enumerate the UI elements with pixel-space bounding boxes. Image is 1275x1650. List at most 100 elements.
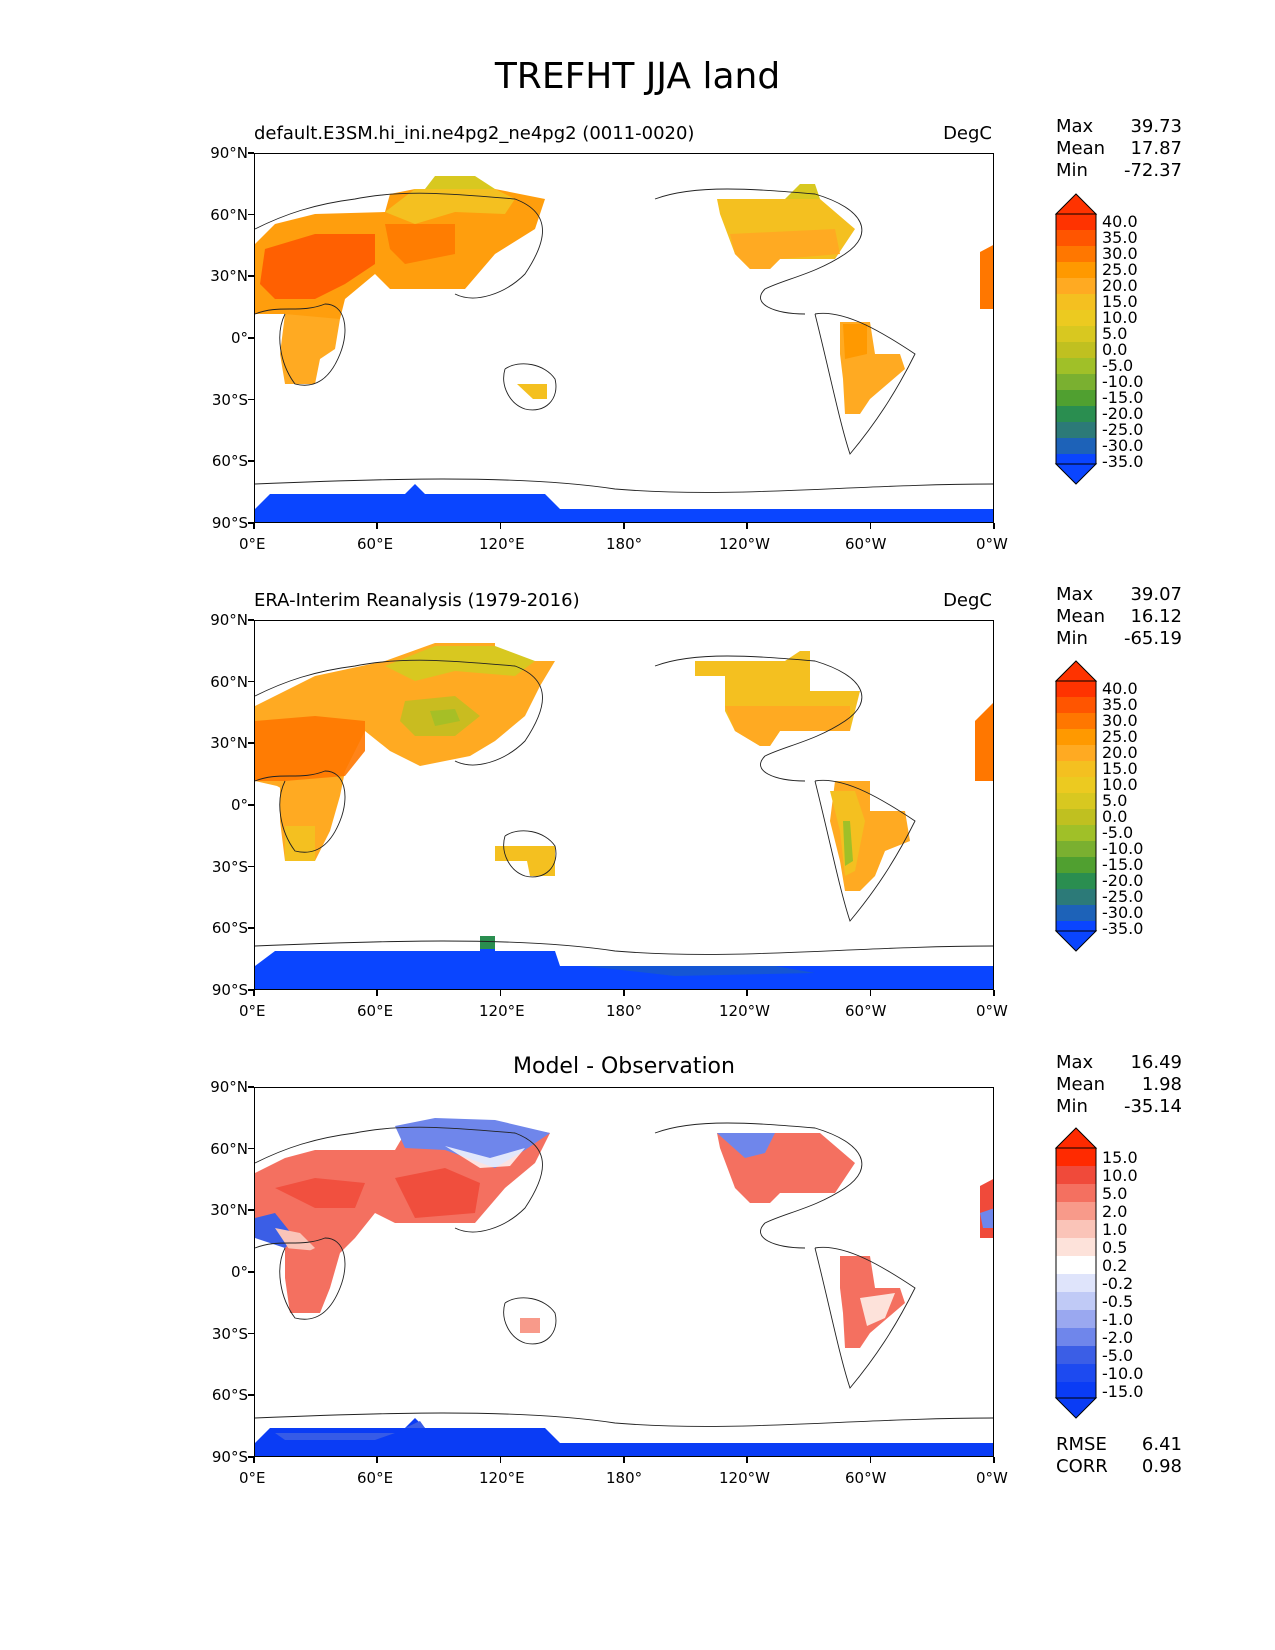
field-region bbox=[255, 1418, 993, 1456]
x-tick-label: 120°E bbox=[479, 535, 525, 553]
map-field-2 bbox=[255, 643, 993, 989]
y-tick-mark bbox=[248, 742, 254, 744]
x-tick-label: 0°W bbox=[976, 1469, 1008, 1487]
colorbar-tick-label: 1.0 bbox=[1102, 1220, 1128, 1239]
field-region bbox=[843, 324, 867, 359]
colorbar-tick-label: 35.0 bbox=[1102, 228, 1138, 247]
y-tick-mark bbox=[248, 1271, 254, 1273]
colorbar-tick-label: 0.0 bbox=[1102, 340, 1128, 359]
colorbar-tick-label: 35.0 bbox=[1102, 695, 1138, 714]
field-region bbox=[480, 936, 495, 949]
y-tick-label: 60°N bbox=[210, 206, 248, 224]
field-region bbox=[585, 966, 815, 976]
metric-value: 6.41 bbox=[1141, 1434, 1182, 1455]
map-panel-3 bbox=[254, 1087, 994, 1457]
panel-3-metrics: RMSE 6.41 CORR 0.98 bbox=[1056, 1434, 1182, 1478]
x-tick-mark bbox=[746, 990, 748, 996]
y-tick-mark bbox=[248, 213, 254, 216]
panel-3-stats: Max 16.49 Mean 1.98 Min -35.14 bbox=[1056, 1052, 1182, 1118]
figure-title: TREFHT JJA land bbox=[494, 56, 781, 97]
colorbar-tick-label: -20.0 bbox=[1102, 404, 1144, 423]
colorbar-tick-label: -35.0 bbox=[1102, 452, 1144, 471]
field-region bbox=[730, 229, 840, 269]
x-tick-label: 0°W bbox=[976, 535, 1008, 553]
metric-value: 0.98 bbox=[1141, 1456, 1182, 1477]
field-region bbox=[255, 716, 365, 781]
field-region bbox=[517, 384, 547, 399]
y-tick-label: 30°S bbox=[211, 858, 248, 876]
field-region bbox=[520, 1318, 540, 1333]
x-tick-label: 60°E bbox=[357, 1002, 394, 1020]
y-tick-mark bbox=[248, 152, 254, 154]
stat-value: -35.14 bbox=[1123, 1096, 1182, 1117]
colorbar-tick-label: 30.0 bbox=[1102, 711, 1138, 730]
field-region bbox=[430, 709, 460, 726]
stat-label: Mean bbox=[1056, 138, 1106, 159]
y-tick-mark bbox=[248, 1147, 254, 1150]
y-tick-mark bbox=[248, 865, 254, 868]
y-tick-label: 0° bbox=[230, 1263, 248, 1281]
x-tick-label: 0°E bbox=[239, 1469, 266, 1487]
field-region bbox=[285, 826, 315, 861]
colorbar-tick-label: 30.0 bbox=[1102, 244, 1138, 263]
colorbar-tick-label: 25.0 bbox=[1102, 727, 1138, 746]
field-region bbox=[385, 224, 455, 264]
panel-1-stats: Max 39.73 Mean 17.87 Min -72.37 bbox=[1056, 116, 1182, 182]
x-tick-mark bbox=[499, 523, 502, 529]
colorbar-tick-label: 10.0 bbox=[1102, 775, 1138, 794]
x-tick-label: 0°W bbox=[976, 1002, 1008, 1020]
y-tick-label: 90°S bbox=[211, 981, 248, 999]
x-tick-mark bbox=[253, 990, 255, 996]
metric-label: CORR bbox=[1056, 1456, 1108, 1477]
field-region bbox=[385, 646, 535, 681]
colorbar-tick-label: 15.0 bbox=[1102, 292, 1138, 311]
colorbar-tick-label: -2.0 bbox=[1102, 1328, 1134, 1347]
field-region bbox=[495, 846, 555, 876]
colorbar-tick-label: -0.2 bbox=[1102, 1274, 1134, 1293]
y-tick-mark bbox=[248, 927, 254, 929]
colorbar-tick-label: -10.0 bbox=[1102, 1364, 1144, 1383]
x-tick-mark bbox=[623, 1457, 625, 1463]
x-tick-label: 60°W bbox=[845, 1469, 887, 1487]
colorbar-tick-label: 0.5 bbox=[1102, 1238, 1128, 1257]
stat-label: Min bbox=[1056, 160, 1088, 181]
coastlines bbox=[255, 655, 993, 955]
field-region bbox=[405, 1421, 425, 1428]
colorbar-tick-label: -15.0 bbox=[1102, 388, 1144, 407]
x-tick-mark bbox=[499, 990, 502, 996]
x-tick-label: 120°E bbox=[479, 1469, 525, 1487]
y-tick-label: 0° bbox=[230, 329, 248, 347]
colorbar-tick-label: 25.0 bbox=[1102, 260, 1138, 279]
field-region bbox=[280, 314, 340, 384]
map-field-3 bbox=[255, 1118, 993, 1456]
y-tick-label: 60°S bbox=[211, 919, 248, 937]
field-region bbox=[425, 176, 495, 189]
colorbar-tick-label: 0.0 bbox=[1102, 807, 1128, 826]
field-region bbox=[255, 484, 993, 522]
x-tick-mark bbox=[746, 523, 748, 529]
field-region bbox=[275, 1178, 365, 1208]
y-tick-mark bbox=[248, 1394, 254, 1396]
field-region bbox=[980, 1179, 993, 1238]
field-region bbox=[843, 821, 853, 866]
x-tick-mark bbox=[623, 523, 625, 529]
x-tick-label: 180° bbox=[606, 1002, 643, 1020]
colorbar-tick-label: 20.0 bbox=[1102, 743, 1138, 762]
stat-label: Mean bbox=[1056, 1074, 1106, 1095]
x-tick-mark bbox=[993, 990, 995, 996]
y-tick-mark bbox=[248, 460, 254, 462]
y-tick-mark bbox=[248, 1209, 254, 1211]
y-tick-label: 30°N bbox=[210, 267, 248, 285]
x-tick-label: 60°E bbox=[357, 1469, 394, 1487]
stat-value: 39.07 bbox=[1130, 584, 1182, 605]
stat-value: 17.87 bbox=[1130, 138, 1182, 159]
stat-value: 16.12 bbox=[1130, 606, 1182, 627]
y-tick-mark bbox=[248, 1332, 254, 1335]
field-region bbox=[255, 936, 993, 989]
colorbar-tick-label: -0.5 bbox=[1102, 1292, 1134, 1311]
x-tick-mark bbox=[623, 990, 625, 996]
colorbar-tick-label: -5.0 bbox=[1102, 823, 1134, 842]
y-tick-label: 60°S bbox=[211, 452, 248, 470]
y-tick-mark bbox=[248, 680, 254, 683]
map-panel-2 bbox=[254, 620, 994, 990]
